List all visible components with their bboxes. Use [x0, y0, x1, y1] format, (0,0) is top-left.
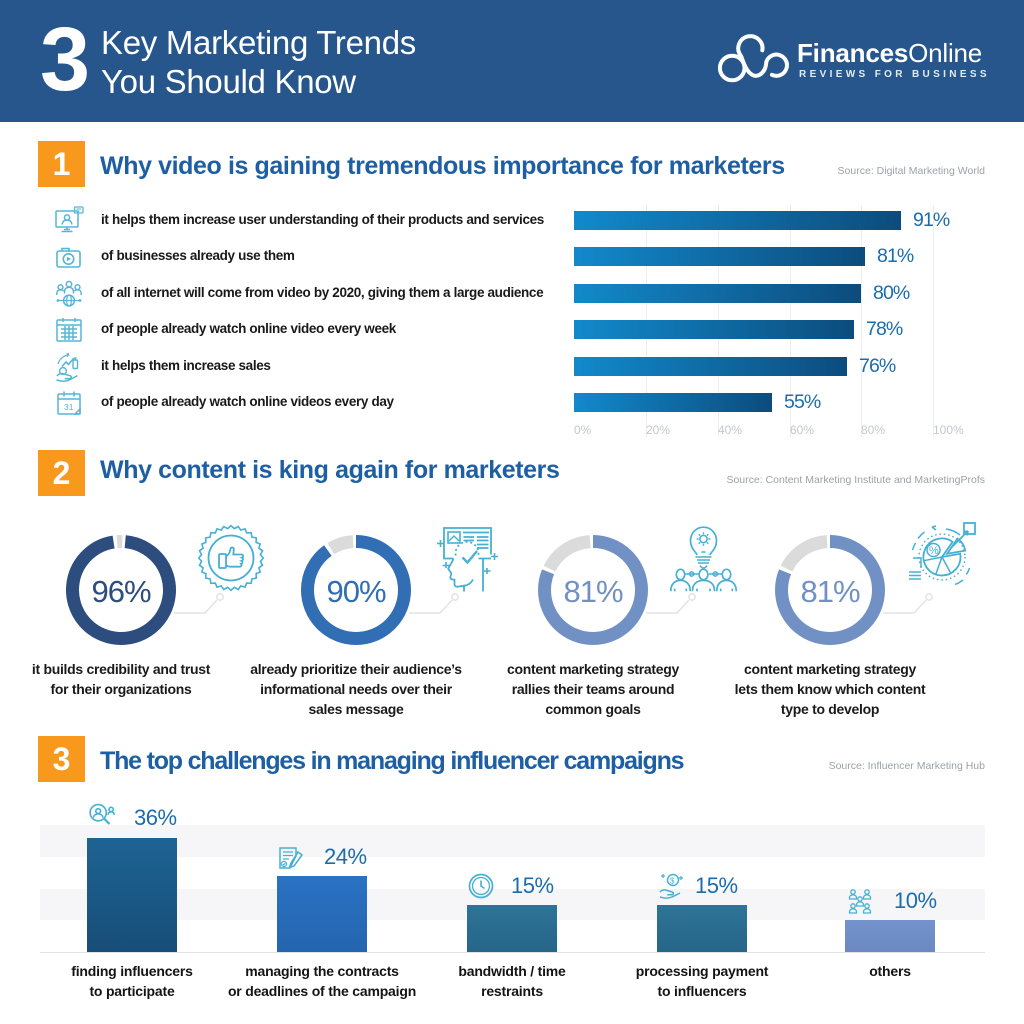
svg-text:$: $	[670, 877, 675, 886]
svg-text:31: 31	[64, 402, 74, 412]
svg-text:%: %	[929, 545, 939, 557]
